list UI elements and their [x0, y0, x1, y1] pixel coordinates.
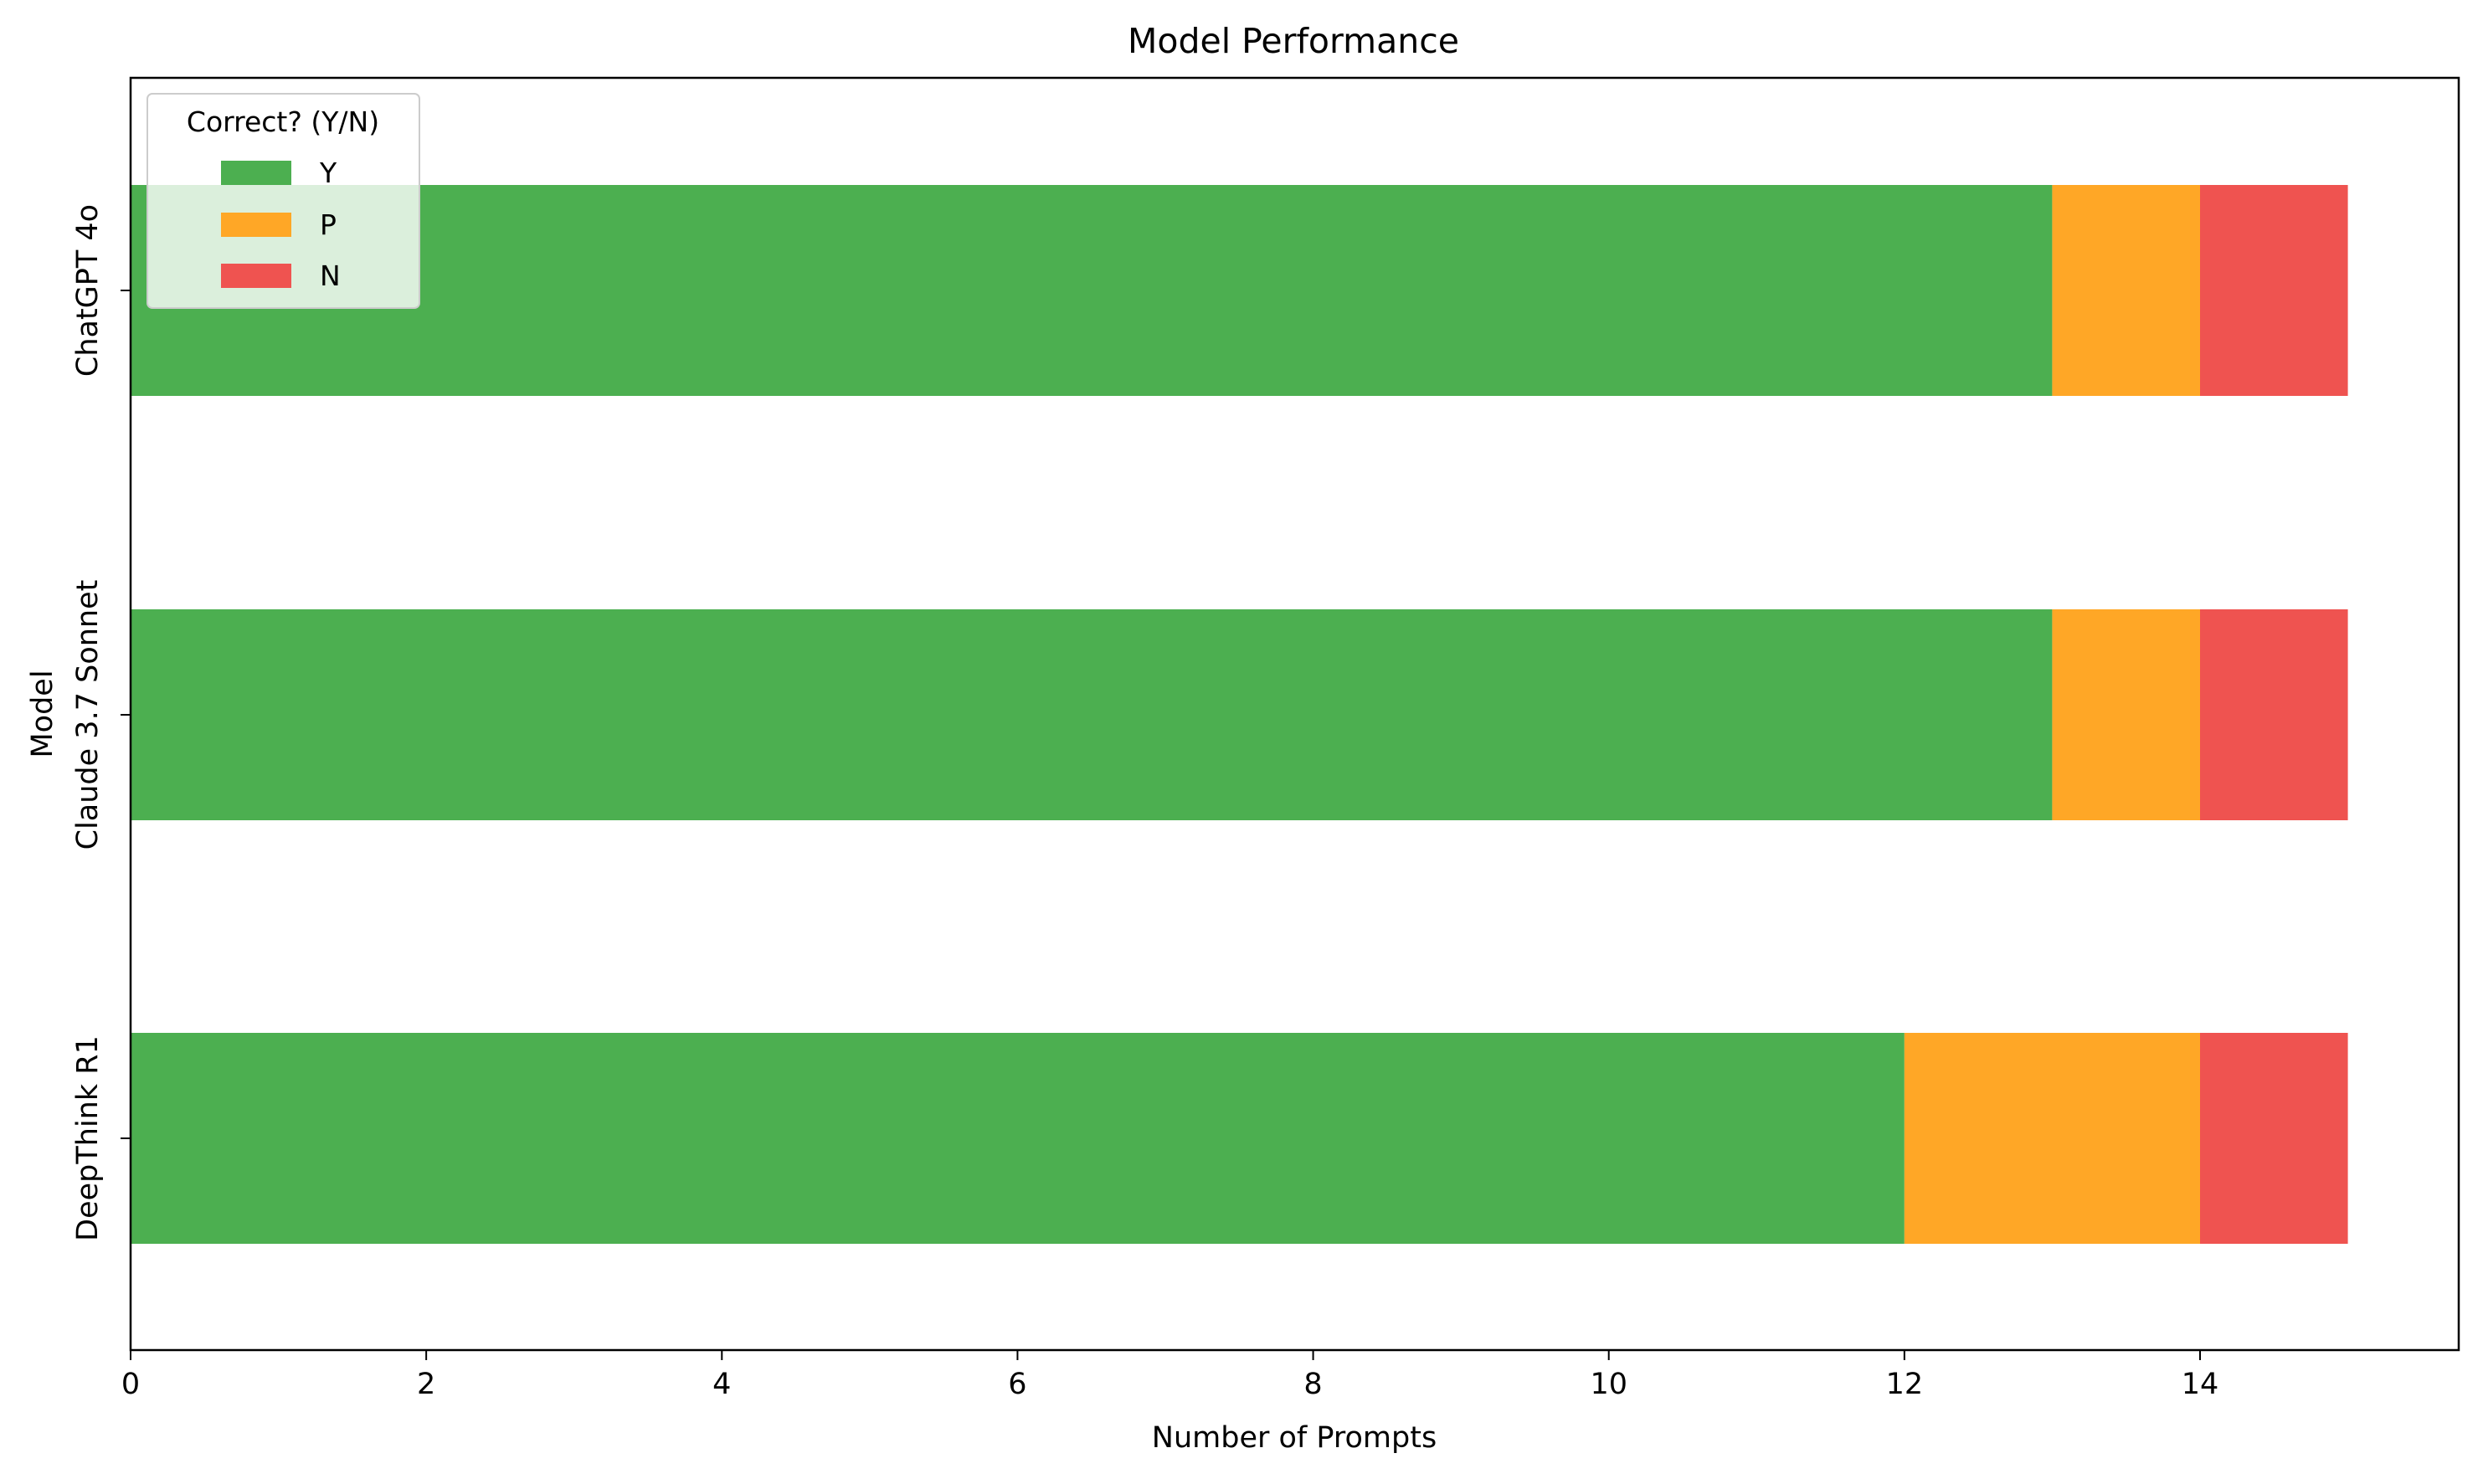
y-axis-label: Model — [26, 670, 59, 757]
bar-claude-3-7-sonnet-y — [131, 609, 2053, 820]
bar-claude-3-7-sonnet-n — [2200, 609, 2348, 820]
bar-deepthink-r1-p — [1904, 1033, 2200, 1244]
legend-items: YPN — [221, 157, 341, 292]
bar-claude-3-7-sonnet-p — [2052, 609, 2200, 820]
x-tick-label: 6 — [1008, 1368, 1026, 1401]
legend-label-n: N — [320, 259, 341, 292]
legend-title: Correct? (Y/N) — [187, 105, 379, 138]
chart-title: Model Performance — [1128, 21, 1459, 61]
x-tick-label: 2 — [417, 1368, 435, 1401]
y-axis-ticks: DeepThink R1 Claude 3.7 Sonnet ChatGPT 4o — [71, 204, 131, 1241]
bar-chatgpt-4o-n — [2200, 185, 2348, 396]
bar-chatgpt-4o-p — [2052, 185, 2200, 396]
legend-swatch-p — [221, 213, 291, 237]
legend-label-p: P — [320, 208, 337, 241]
x-tick-label: 4 — [712, 1368, 731, 1401]
legend-frame — [147, 93, 420, 309]
bar-chatgpt-4o-y — [131, 185, 2053, 396]
x-tick-label: 0 — [121, 1368, 140, 1401]
legend-swatch-n — [221, 264, 291, 288]
x-axis-ticks: 0 2 4 6 8 10 12 14 — [121, 1350, 2218, 1401]
legend-label-y: Y — [319, 157, 337, 189]
bar-deepthink-r1-y — [131, 1033, 1905, 1244]
x-tick-label: 12 — [1886, 1368, 1924, 1401]
bars-layer — [131, 185, 2348, 1244]
x-tick-label: 10 — [1590, 1368, 1627, 1401]
x-tick-label: 14 — [2182, 1368, 2219, 1401]
legend-swatch-y — [221, 161, 291, 185]
y-tick-label: Claude 3.7 Sonnet — [71, 580, 105, 850]
bar-deepthink-r1-n — [2200, 1033, 2348, 1244]
y-tick-label: DeepThink R1 — [71, 1035, 105, 1241]
x-axis-label: Number of Prompts — [1152, 1421, 1437, 1455]
legend: Correct? (Y/N) YPN — [147, 93, 420, 309]
y-tick-label: ChatGPT 4o — [71, 204, 105, 377]
x-tick-label: 8 — [1303, 1368, 1322, 1401]
